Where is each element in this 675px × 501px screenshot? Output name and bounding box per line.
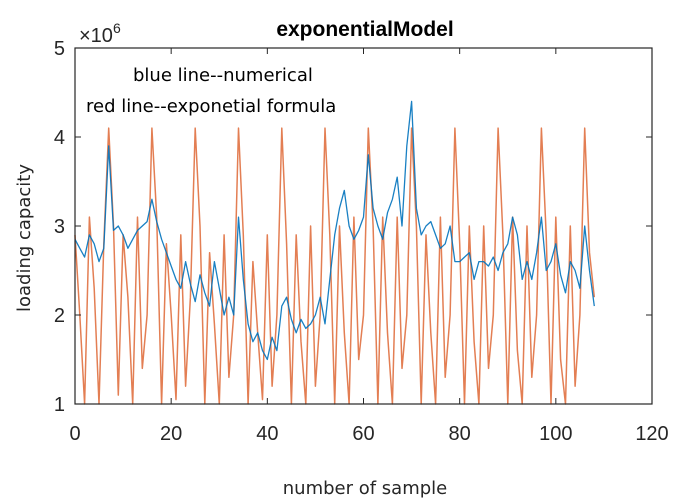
x-tick-label: 0 bbox=[69, 423, 80, 445]
chart-title: exponentialModel bbox=[276, 18, 453, 41]
x-tick-label: 60 bbox=[352, 423, 374, 445]
series-line-numerical bbox=[74, 100, 595, 361]
annotation-blue-line: blue line--numerical bbox=[133, 65, 313, 86]
annotation-red-line: red line--exponetial formula bbox=[86, 96, 336, 117]
y-axis-multiplier: ×106 bbox=[79, 20, 121, 47]
y-axis-multiplier-base: ×10 bbox=[79, 25, 113, 47]
y-tick-label: 4 bbox=[54, 127, 65, 149]
x-tick-label: 40 bbox=[256, 423, 278, 445]
x-tick-label: 100 bbox=[539, 423, 572, 445]
x-tick-label: 80 bbox=[449, 423, 471, 445]
x-tick-label: 120 bbox=[635, 423, 668, 445]
x-tick-label: 20 bbox=[160, 423, 182, 445]
plot-area: 0 20 40 60 80 100 120 1 2 3 4 5 bbox=[54, 38, 669, 445]
ticks-layer: 0 20 40 60 80 100 120 1 2 3 4 5 bbox=[54, 38, 669, 445]
x-axis-label: number of sample bbox=[283, 478, 448, 499]
y-axis-multiplier-exponent: 6 bbox=[113, 20, 121, 36]
y-tick-label: 3 bbox=[54, 216, 65, 238]
y-tick-label: 1 bbox=[54, 394, 65, 416]
y-axis-label: loading capacity bbox=[14, 164, 35, 312]
y-tick-label: 5 bbox=[54, 38, 65, 60]
y-tick-label: 2 bbox=[54, 305, 65, 327]
